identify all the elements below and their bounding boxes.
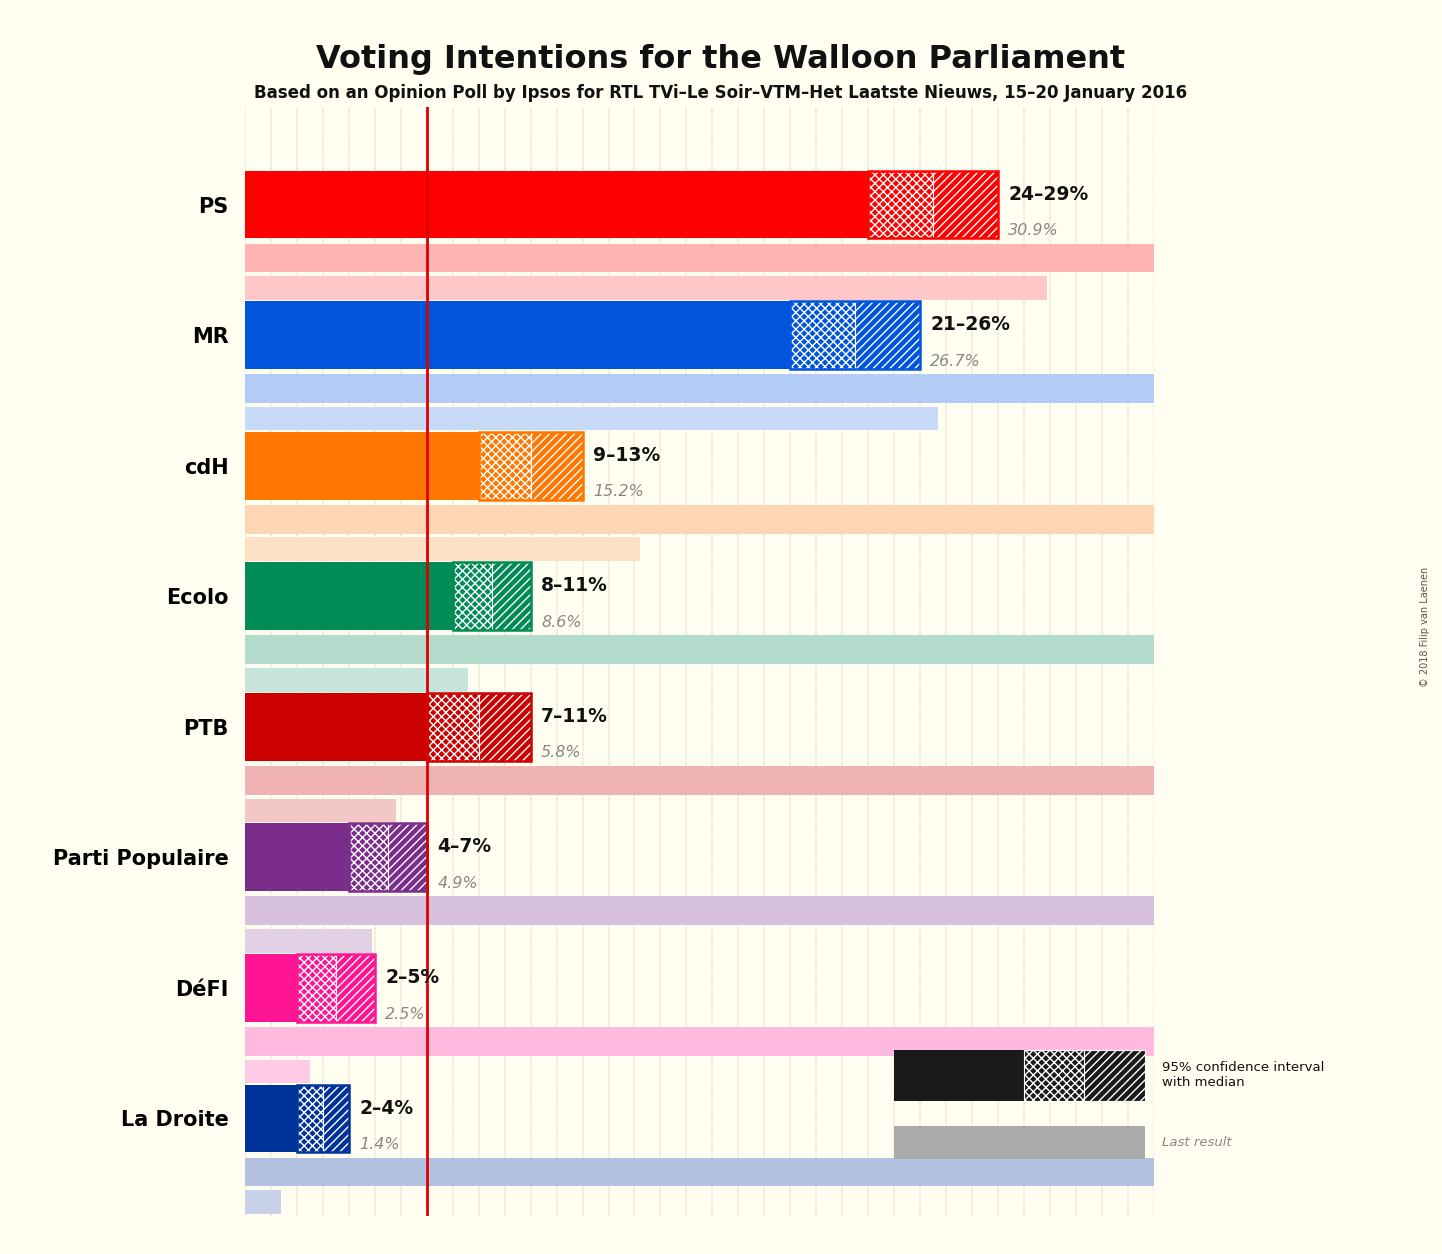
Bar [427,692,479,761]
Bar [245,929,372,953]
Bar [245,897,1154,925]
Bar [245,1060,310,1083]
Bar [245,431,479,499]
Bar [479,692,531,761]
Bar [894,1050,1024,1101]
Bar [245,1085,297,1152]
Bar [297,954,375,1022]
Text: 8.6%: 8.6% [541,614,581,630]
Bar [1024,1050,1084,1101]
Bar [245,766,1154,795]
Bar [297,954,336,1022]
Bar [245,1027,1154,1056]
Bar [855,301,920,369]
Text: 8–11%: 8–11% [541,577,609,596]
Bar [297,1085,323,1152]
Bar [245,243,1154,272]
Bar [245,954,297,1022]
Bar [245,692,427,761]
Bar [427,692,531,761]
Text: 2.5%: 2.5% [385,1007,425,1022]
Bar [531,431,583,499]
Text: 2–4%: 2–4% [359,1099,414,1117]
Bar [323,1085,349,1152]
Bar [790,301,855,369]
Bar [245,668,469,691]
Bar [790,301,920,369]
Text: Voting Intentions for the Walloon Parliament: Voting Intentions for the Walloon Parlia… [316,44,1126,75]
Text: 2–5%: 2–5% [385,968,440,987]
Text: 5.8%: 5.8% [541,745,581,760]
Bar [492,562,531,631]
Text: Last result: Last result [1162,1136,1231,1149]
Bar [245,406,939,430]
Text: 26.7%: 26.7% [930,354,981,369]
Bar [245,301,790,369]
Bar [297,1085,349,1152]
Text: 1.4%: 1.4% [359,1137,399,1152]
Bar [245,171,868,238]
Text: 9–13%: 9–13% [593,445,660,465]
Bar [245,562,453,631]
Bar [245,505,1154,533]
Text: Based on an Opinion Poll by Ipsos for RTL TVi–Le Soir–VTM–Het Laatste Nieuws, 15: Based on an Opinion Poll by Ipsos for RT… [254,84,1188,102]
Text: 15.2%: 15.2% [593,484,643,499]
Bar [868,171,933,238]
Bar [1084,1050,1145,1101]
Bar [453,562,531,631]
Bar [868,171,998,238]
Bar [336,954,375,1022]
Bar [349,824,388,892]
Text: 95% confidence interval
with median: 95% confidence interval with median [1162,1061,1325,1090]
Bar [245,1157,1154,1186]
Bar [245,824,349,892]
Bar [245,374,1154,403]
Bar [479,431,531,499]
Bar [245,276,1047,300]
Bar [894,1126,1145,1159]
Bar [245,799,395,823]
Bar [388,824,427,892]
Text: 7–11%: 7–11% [541,707,609,726]
Text: 4.9%: 4.9% [437,877,477,890]
Bar [245,636,1154,665]
Text: 30.9%: 30.9% [1008,223,1058,238]
Text: 24–29%: 24–29% [1008,184,1089,203]
Text: 21–26%: 21–26% [930,315,1011,334]
Text: 4–7%: 4–7% [437,838,492,856]
Bar [453,562,492,631]
Bar [933,171,998,238]
Text: © 2018 Filip van Laenen: © 2018 Filip van Laenen [1420,567,1429,687]
Bar [349,824,427,892]
Bar [245,1190,281,1214]
Bar [245,538,640,561]
Bar [479,431,583,499]
